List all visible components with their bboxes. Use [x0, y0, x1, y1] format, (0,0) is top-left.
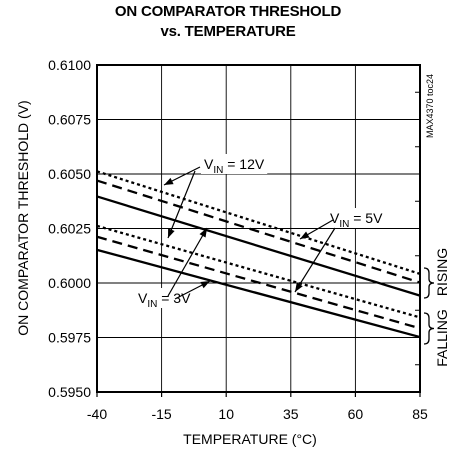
y-tick-label: 0.6025: [48, 221, 91, 237]
arrow-3v-falling-head: [200, 281, 210, 289]
x-tick-labels: -40 -15 10 35 60 85: [87, 406, 428, 422]
series-line-dotted: [96, 224, 421, 319]
label-vin-5v: VIN = 5V: [330, 210, 383, 230]
x-tick-label: 35: [283, 406, 299, 422]
chart-subtitle: vs. TEMPERATURE: [160, 23, 296, 40]
brace-falling: [423, 312, 435, 345]
annotations: VIN = 12V VIN = 5V VIN = 3V RISING FALLING: [135, 154, 450, 367]
x-tick-label: 85: [412, 406, 428, 422]
y-tick-labels: 0.6100 0.6075 0.6050 0.6025 0.6000 0.5975 0.59…: [48, 57, 91, 400]
y-tick-label: 0.6075: [48, 112, 91, 128]
grid-lines: [96, 64, 421, 393]
x-tick-label: -15: [151, 406, 171, 422]
x-tick-label: -40: [87, 406, 107, 422]
axis-ticks: [96, 91, 421, 397]
label-rising: RISING: [434, 248, 450, 296]
arrow-12v-rising-head: [164, 177, 174, 185]
arrow-5v-falling-head: [295, 282, 303, 292]
arrow-12v-falling-head: [168, 228, 175, 238]
x-tick-label: 10: [218, 406, 234, 422]
y-tick-label: 0.6050: [48, 166, 91, 182]
label-vin-12v: VIN = 12V: [204, 156, 265, 176]
arrow-12v-falling: [167, 170, 196, 239]
series-line-dashed: [96, 179, 421, 284]
arrow-3v-rising-head: [199, 228, 207, 238]
label-falling: FALLING: [434, 309, 450, 367]
label-vin-12v-bg: [201, 154, 268, 174]
label-vin-3v: VIN = 3V: [138, 290, 191, 310]
arrow-5v-rising-head: [300, 231, 310, 239]
arrow-3v-rising: [167, 227, 208, 297]
y-tick-label: 0.5975: [48, 330, 91, 346]
label-vin-3v-bg: [135, 288, 194, 308]
series-line-solid: [96, 248, 421, 339]
series-line-dotted: [96, 170, 421, 275]
label-vin-5v-bg: [327, 208, 386, 228]
brace-rising: [423, 267, 435, 299]
y-axis-label: ON COMPARATOR THRESHOLD (V): [15, 100, 31, 335]
y-tick-label: 0.6100: [48, 57, 91, 73]
y-tick-label: 0.6000: [48, 275, 91, 291]
chart-title: ON COMPARATOR THRESHOLD: [114, 3, 342, 20]
x-axis-label: TEMPERATURE (°C): [183, 431, 317, 447]
watermark: MAX4370 toc24: [425, 74, 435, 138]
series-line-solid: [96, 195, 421, 297]
plot-frame: [96, 64, 421, 393]
series-line-dashed: [96, 235, 421, 330]
series-lines: [96, 170, 421, 339]
x-tick-label: 60: [348, 406, 364, 422]
arrow-5v-falling: [294, 227, 336, 293]
y-tick-label: 0.5950: [48, 384, 91, 400]
